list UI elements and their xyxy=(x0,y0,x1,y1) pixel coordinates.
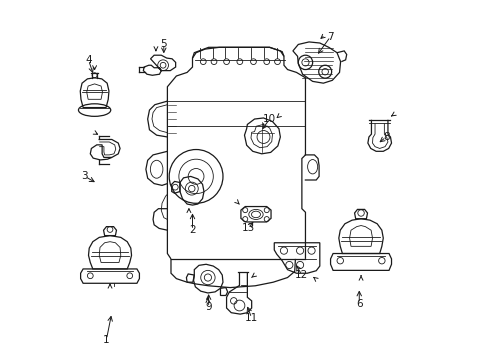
Text: 13: 13 xyxy=(241,224,254,233)
Text: 8: 8 xyxy=(382,132,388,142)
Text: 3: 3 xyxy=(81,171,88,181)
Text: 6: 6 xyxy=(355,299,362,309)
Text: 5: 5 xyxy=(160,39,167,49)
Text: 2: 2 xyxy=(189,225,195,235)
Text: 11: 11 xyxy=(244,313,258,323)
Text: 9: 9 xyxy=(205,302,211,312)
Text: 10: 10 xyxy=(263,114,276,124)
Text: 12: 12 xyxy=(295,270,308,280)
Text: 4: 4 xyxy=(85,55,92,65)
Text: 1: 1 xyxy=(103,334,109,345)
Text: 7: 7 xyxy=(326,32,333,41)
